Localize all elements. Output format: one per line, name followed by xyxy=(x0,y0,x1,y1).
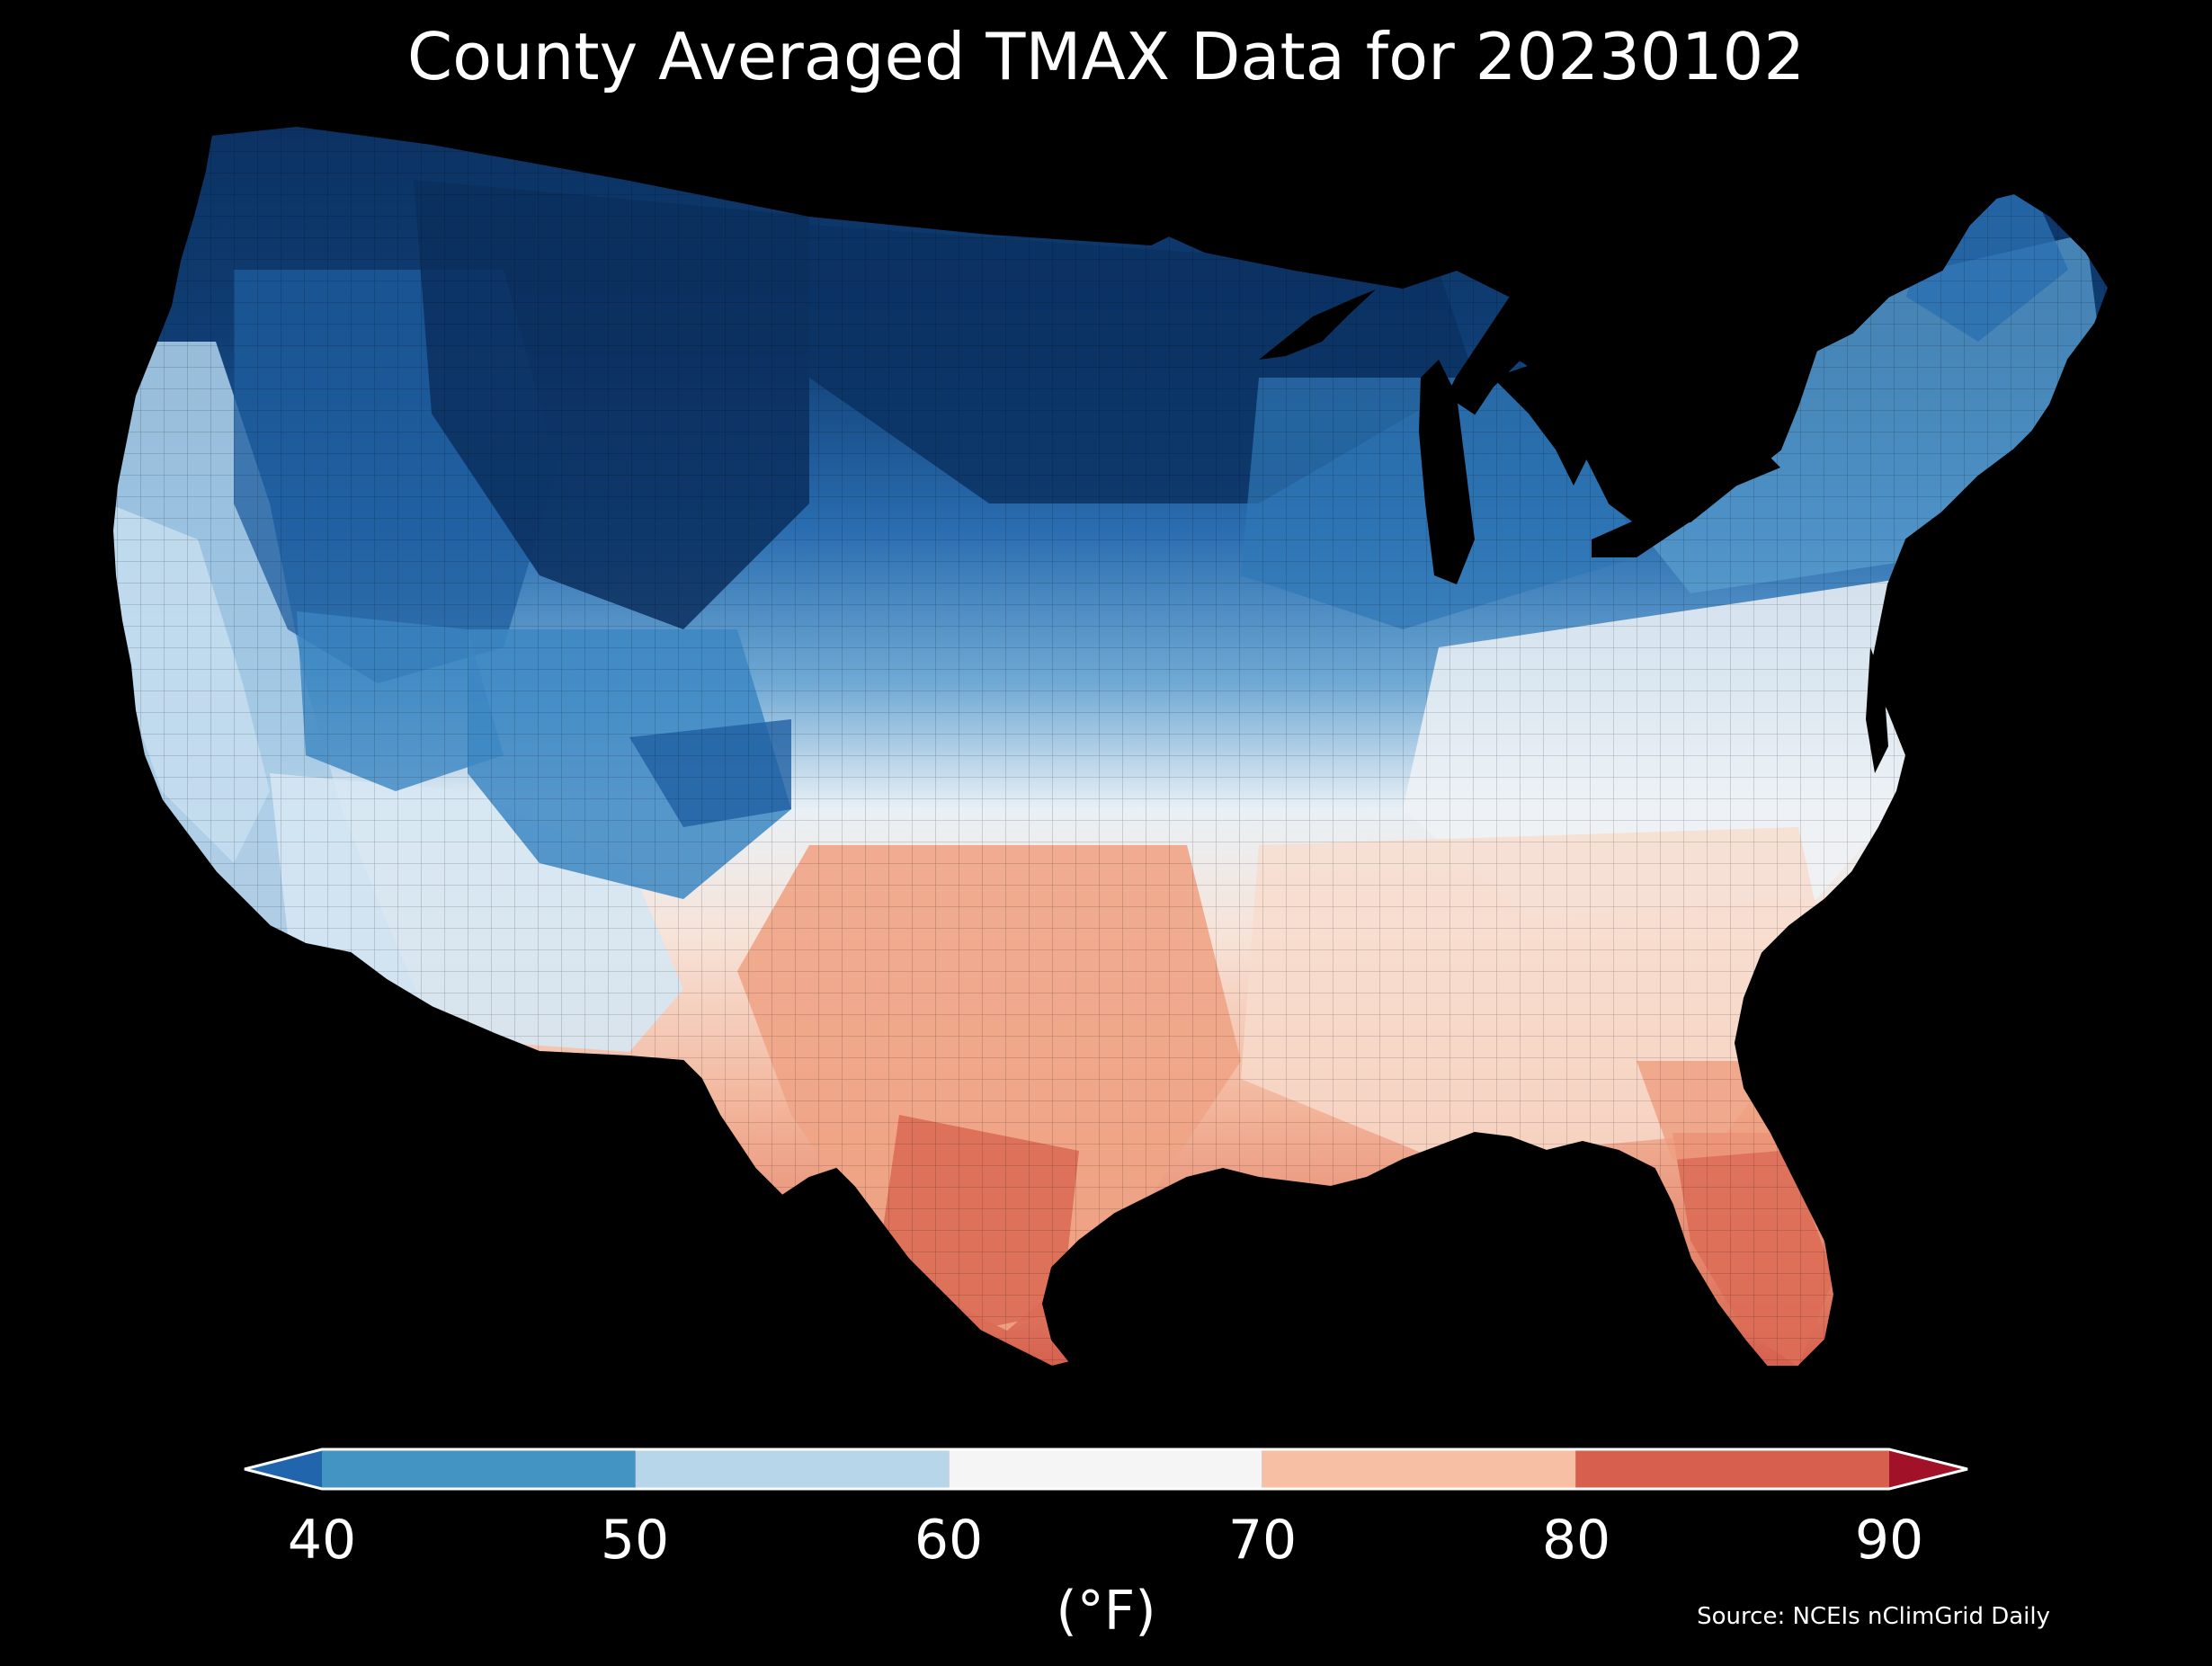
colorbar-outline xyxy=(244,1448,1968,1491)
us-outline xyxy=(111,124,2110,1368)
colorbar-extend-low xyxy=(245,1449,322,1489)
colorbar-bin-80-90 xyxy=(1575,1449,1889,1489)
colorbar-tick-80: 80 xyxy=(1541,1509,1611,1572)
colorbar-unit-label: (°F) xyxy=(1056,1580,1156,1643)
colorbar-tick-40: 40 xyxy=(287,1509,357,1572)
colorbar-bin-70-80 xyxy=(1262,1449,1576,1489)
colorbar-bin-60-70 xyxy=(949,1449,1262,1489)
colorbar-extend-high xyxy=(1889,1449,1967,1489)
source-note: Source: NCEIs nClimGrid Daily xyxy=(1697,1603,2050,1630)
colorbar-tick-90: 90 xyxy=(1854,1509,1924,1572)
map-fill-layer xyxy=(112,126,2109,1367)
colorbar-bin-50-60 xyxy=(635,1449,950,1489)
choropleth-map xyxy=(111,124,2110,1368)
map-title: County Averaged TMAX Data for 20230102 xyxy=(406,19,1806,94)
great-lakes xyxy=(1259,290,1780,584)
colorbar-bin-40-50 xyxy=(322,1449,636,1489)
colorbar-tick-60: 60 xyxy=(914,1509,984,1572)
colorbar-tick-50: 50 xyxy=(600,1509,670,1572)
colorbar-tick-70: 70 xyxy=(1227,1509,1298,1572)
